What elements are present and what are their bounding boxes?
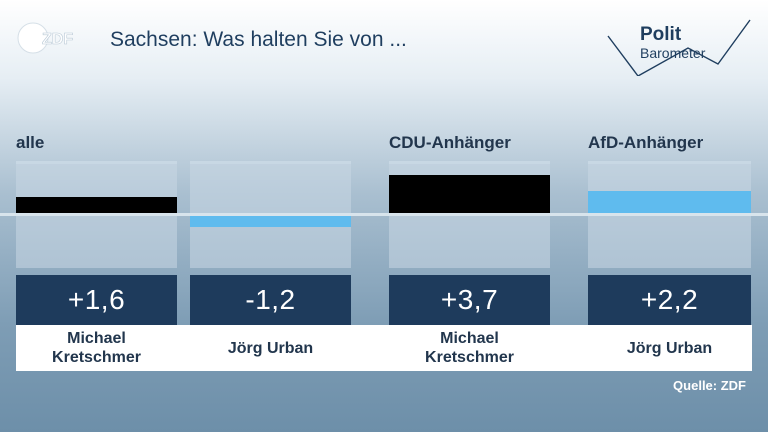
zdf-logo-text: ZDF: [42, 31, 73, 48]
name-strip: [16, 325, 752, 371]
bar-urban-afd: [588, 190, 751, 215]
group-label-alle: alle: [16, 133, 45, 152]
politician-name: Michael Kretschmer: [425, 330, 514, 366]
group-label-cdu: CDU-Anhänger: [389, 133, 511, 152]
zdf-logo: ZDF: [17, 22, 74, 54]
politician-name: Jörg Urban: [626, 339, 713, 357]
bar-urban-alle: [190, 214, 351, 228]
brand-polit: Polit: [640, 24, 682, 45]
politician-name: Michael Kretschmer: [52, 330, 141, 366]
source-note: Quelle: ZDF: [673, 378, 746, 393]
bar-kretschmer-cdu: [389, 174, 550, 215]
chart-title: Sachsen: Was halten Sie von ...: [110, 28, 407, 51]
bar-kretschmer-alle: [16, 197, 177, 215]
value-label: +2,2: [588, 275, 751, 325]
value-label: +3,7: [389, 275, 550, 325]
value-label: +1,6: [16, 275, 177, 325]
brand-barometer: Barometer: [640, 45, 706, 61]
value-label: -1,2: [190, 275, 351, 325]
zero-line: [0, 213, 768, 216]
politbarometer-logo: Polit Barometer: [607, 19, 751, 76]
group-label-afd: AfD-Anhänger: [588, 133, 704, 152]
politician-name: Jörg Urban: [227, 339, 314, 357]
